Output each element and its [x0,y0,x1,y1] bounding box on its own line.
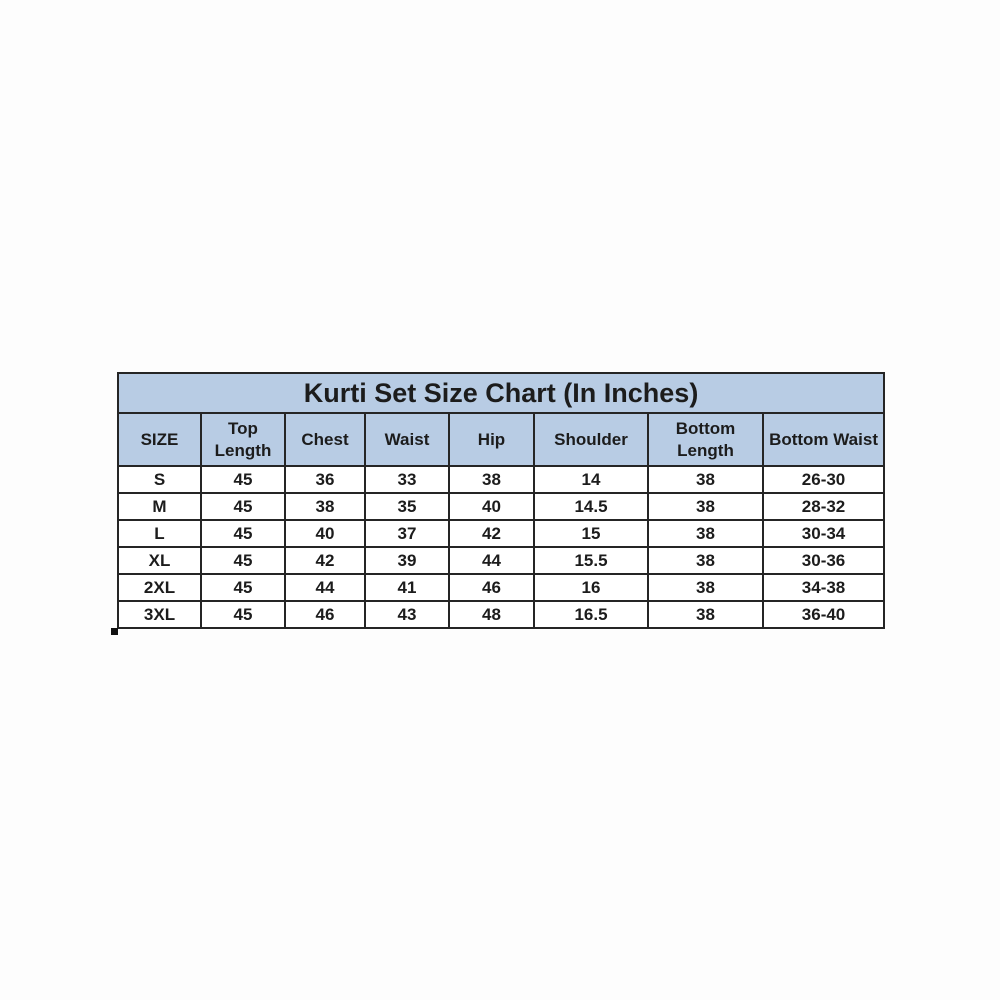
measurement-cell: 38 [284,492,366,521]
chart-title: Kurti Set Size Chart (In Inches) [116,372,886,414]
measurement-cell: 36 [284,465,366,494]
measurement-cell: 40 [448,492,535,521]
measurement-cell: 45 [200,465,286,494]
column-header: Bottom Length [647,412,764,467]
measurement-cell: 45 [200,546,286,575]
size-label-cell: 2XL [117,573,202,602]
size-label-cell: M [117,492,202,521]
column-header: SIZE [117,412,202,467]
column-header-row: SIZE Top Length Chest Waist Hip Shoulder Botto… [117,412,886,467]
column-header: Top Length [200,412,286,467]
measurement-cell: 15.5 [533,546,649,575]
measurement-cell: 38 [647,492,764,521]
measurement-cell: 14 [533,465,649,494]
table-corner-handle-mark [111,628,118,635]
measurement-cell: 38 [448,465,535,494]
table-row: 3XL 45 46 43 48 16.5 38 36-40 [117,600,886,629]
measurement-cell: 39 [364,546,450,575]
column-header: Shoulder [533,412,649,467]
table-row: S 45 36 33 38 14 38 26-30 [117,465,886,494]
table-row: 2XL 45 44 41 46 16 38 34-38 [117,573,886,602]
measurement-cell: 42 [284,546,366,575]
table-row: M 45 38 35 40 14.5 38 28-32 [117,492,886,521]
measurement-cell: 14.5 [533,492,649,521]
measurement-cell: 26-30 [761,465,886,494]
column-header: Waist [364,412,450,467]
measurement-cell: 45 [200,600,286,629]
table-body: S 45 36 33 38 14 38 26-30 M 45 38 35 40 14.5 38 28-32 L 4… [117,465,886,629]
measurement-cell: 38 [647,573,764,602]
measurement-cell: 38 [647,465,764,494]
measurement-cell: 46 [284,600,366,629]
column-header: Chest [284,412,366,467]
measurement-cell: 41 [364,573,450,602]
measurement-cell: 30-36 [761,546,886,575]
measurement-cell: 45 [200,519,286,548]
measurement-cell: 45 [200,492,286,521]
measurement-cell: 34-38 [761,573,886,602]
measurement-cell: 35 [364,492,450,521]
measurement-cell: 33 [364,465,450,494]
title-row: Kurti Set Size Chart (In Inches) [116,372,886,414]
measurement-cell: 38 [647,600,764,629]
size-label-cell: S [117,465,202,494]
measurement-cell: 43 [364,600,450,629]
size-chart-table: Kurti Set Size Chart (In Inches) SIZE Top… [116,372,886,629]
measurement-cell: 38 [647,546,764,575]
measurement-cell: 16 [533,573,649,602]
measurement-cell: 36-40 [761,600,886,629]
measurement-cell: 40 [284,519,366,548]
measurement-cell: 16.5 [533,600,649,629]
table-head: Kurti Set Size Chart (In Inches) SIZE Top… [116,372,886,467]
measurement-cell: 37 [364,519,450,548]
size-chart: Kurti Set Size Chart (In Inches) SIZE Top… [111,372,886,635]
measurement-cell: 44 [448,546,535,575]
measurement-cell: 44 [284,573,366,602]
column-header: Hip [448,412,535,467]
measurement-cell: 45 [200,573,286,602]
measurement-cell: 28-32 [761,492,886,521]
column-header: Bottom Waist [761,412,886,467]
size-label-cell: L [117,519,202,548]
table-row: L 45 40 37 42 15 38 30-34 [117,519,886,548]
measurement-cell: 42 [448,519,535,548]
size-label-cell: XL [117,546,202,575]
measurement-cell: 38 [647,519,764,548]
measurement-cell: 15 [533,519,649,548]
size-label-cell: 3XL [117,600,202,629]
table-row: XL 45 42 39 44 15.5 38 30-36 [117,546,886,575]
measurement-cell: 46 [448,573,535,602]
measurement-cell: 48 [448,600,535,629]
measurement-cell: 30-34 [761,519,886,548]
